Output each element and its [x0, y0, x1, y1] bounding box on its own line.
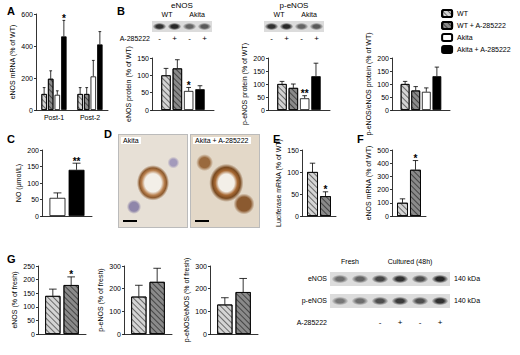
svg-text:p-eNOS/eNOS protein (% of WT): p-eNOS/eNOS protein (% of WT) [365, 32, 373, 135]
svg-text:eNOS mRNA (% of WT): eNOS mRNA (% of WT) [365, 146, 373, 221]
svg-text:p-eNOS/eNOS (% of fresh): p-eNOS/eNOS (% of fresh) [183, 258, 191, 342]
svg-text:Akita + A-285222: Akita + A-285222 [457, 46, 511, 53]
svg-text:0: 0 [29, 107, 33, 114]
svg-text:200: 200 [195, 285, 207, 292]
html-text:eNOS: eNOS [307, 275, 327, 282]
svg-text:200: 200 [109, 285, 121, 292]
svg-text:0: 0 [295, 213, 299, 220]
svg-text:100: 100 [377, 199, 389, 206]
svg-text:100: 100 [377, 81, 389, 88]
svg-text:C: C [7, 133, 15, 145]
svg-text:0: 0 [145, 107, 149, 114]
svg-text:*: * [62, 13, 66, 24]
html-text:D: D [104, 128, 112, 140]
svg-text:50: 50 [291, 191, 299, 198]
svg-text:**: ** [73, 156, 81, 167]
svg-text:WT: WT [457, 10, 469, 17]
svg-text:50: 50 [257, 94, 265, 101]
svg-text:0: 0 [261, 107, 265, 114]
svg-text:**: ** [301, 88, 309, 99]
svg-text:0: 0 [35, 213, 39, 220]
svg-text:150: 150 [23, 290, 35, 297]
html-text:140 kDa: 140 kDa [454, 275, 481, 282]
svg-text:50: 50 [141, 89, 149, 96]
html-text:p-eNOS: p-eNOS [279, 1, 309, 10]
svg-text:150: 150 [377, 68, 389, 75]
svg-text:eNOS protein (% of WT): eNOS protein (% of WT) [125, 46, 133, 122]
svg-text:200: 200 [377, 55, 389, 62]
html-text:p-eNOS: p-eNOS [301, 297, 327, 304]
html-text:A-285222: A-285222 [296, 319, 327, 326]
svg-text:300: 300 [377, 173, 389, 180]
svg-text:50: 50 [381, 94, 389, 101]
svg-text:eNOS (% of fresh): eNOS (% of fresh) [11, 271, 19, 328]
svg-text:150: 150 [253, 68, 265, 75]
svg-text:B: B [117, 5, 125, 17]
svg-text:eNOS mRNA (% of WT): eNOS mRNA (% of WT) [9, 25, 17, 100]
svg-text:100: 100 [195, 308, 207, 315]
svg-text:400: 400 [21, 43, 33, 50]
svg-text:300: 300 [109, 263, 121, 270]
svg-text:0: 0 [203, 331, 207, 338]
html-text:Fresh: Fresh [341, 258, 359, 265]
svg-text:E: E [273, 133, 280, 145]
svg-text:0: 0 [385, 107, 389, 114]
svg-text:Luciferase mRNA (% of WT): Luciferase mRNA (% of WT) [275, 139, 283, 227]
svg-text:Akita: Akita [457, 34, 473, 41]
svg-text:100: 100 [287, 169, 299, 176]
svg-text:200: 200 [23, 276, 35, 283]
svg-text:100: 100 [23, 303, 35, 310]
svg-text:100: 100 [253, 81, 265, 88]
svg-text:G: G [7, 253, 16, 265]
html-text:Akita + A-285222: Akita + A-285222 [195, 137, 249, 144]
svg-text:Post-1: Post-1 [44, 114, 64, 121]
svg-text:200: 200 [27, 147, 39, 154]
svg-text:200: 200 [377, 186, 389, 193]
svg-text:WT + A-285222: WT + A-285222 [457, 22, 506, 29]
svg-text:*: * [69, 269, 73, 280]
html-text:Akita: Akita [123, 137, 139, 144]
html-text:140 kDa: 140 kDa [454, 297, 481, 304]
svg-text:300: 300 [195, 263, 207, 270]
svg-text:600: 600 [21, 11, 33, 18]
html-text:Cultured (48h): Cultured (48h) [387, 258, 433, 265]
svg-text:50: 50 [31, 196, 39, 203]
svg-text:F: F [357, 133, 364, 145]
svg-text:400: 400 [377, 160, 389, 167]
svg-text:0: 0 [31, 331, 35, 338]
svg-text:100: 100 [27, 180, 39, 187]
svg-text:150: 150 [287, 147, 299, 154]
svg-text:p-eNOS (% of fresh): p-eNOS (% of fresh) [97, 268, 105, 331]
html-text:eNOS: eNOS [171, 1, 193, 10]
svg-text:0: 0 [117, 331, 121, 338]
svg-text:100: 100 [137, 72, 149, 79]
svg-text:p-eNOS protein (% of WT): p-eNOS protein (% of WT) [241, 43, 249, 125]
svg-text:150: 150 [137, 55, 149, 62]
svg-text:200: 200 [21, 75, 33, 82]
svg-text:100: 100 [109, 308, 121, 315]
svg-text:*: * [414, 153, 418, 164]
svg-text:*: * [324, 184, 328, 195]
svg-text:0: 0 [385, 213, 389, 220]
svg-text:NO (μmol/L): NO (μmol/L) [15, 164, 23, 202]
svg-text:500: 500 [377, 147, 389, 154]
html-text:WT: WT [161, 11, 173, 18]
html-text:Akita: Akita [301, 11, 317, 18]
svg-text:150: 150 [27, 163, 39, 170]
svg-text:50: 50 [27, 317, 35, 324]
svg-text:A: A [7, 5, 15, 17]
svg-text:200: 200 [253, 55, 265, 62]
svg-text:Post-2: Post-2 [80, 114, 100, 121]
svg-text:250: 250 [23, 263, 35, 270]
html-text:WT: WT [273, 11, 285, 18]
html-text:Akita: Akita [189, 11, 205, 18]
html-text:A-285222: A-285222 [119, 35, 150, 42]
svg-text:*: * [187, 80, 191, 91]
